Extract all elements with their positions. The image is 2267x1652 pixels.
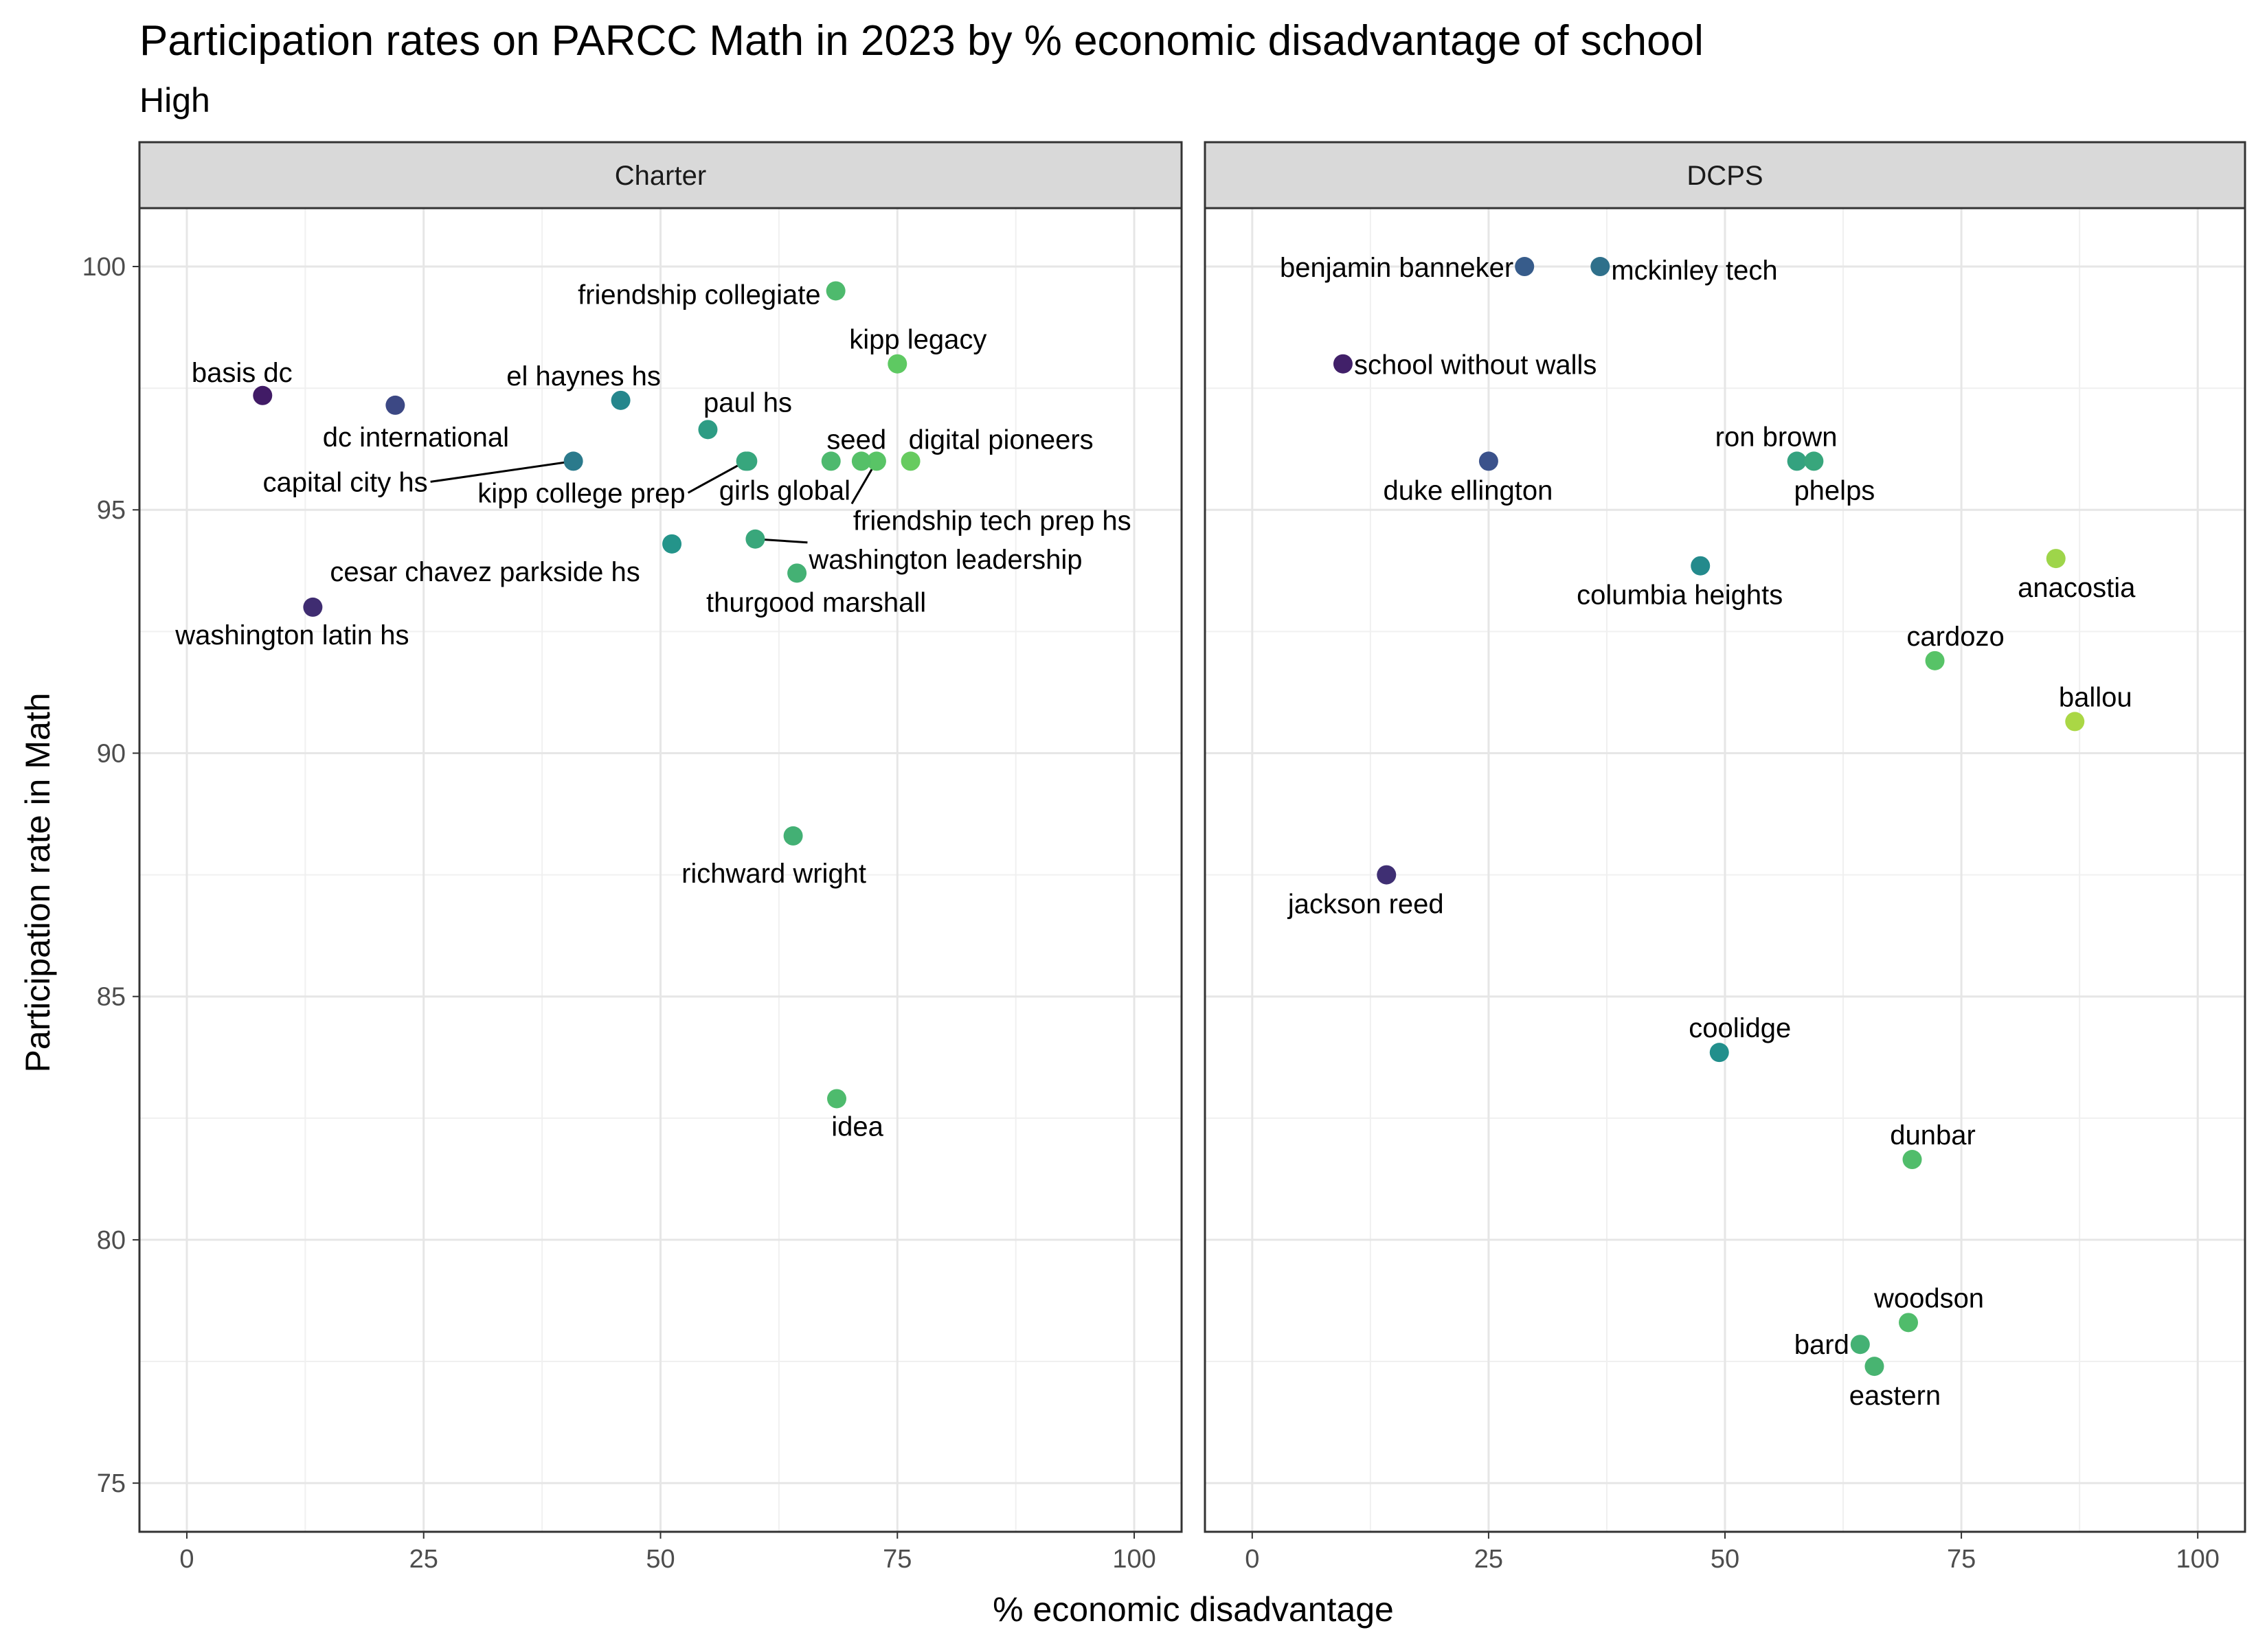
point-label: washington leadership bbox=[808, 545, 1082, 575]
point-label: idea bbox=[831, 1111, 883, 1142]
leader-line bbox=[430, 460, 574, 483]
data-point bbox=[1899, 1313, 1919, 1333]
point-label: thurgood marshall bbox=[706, 587, 926, 618]
chart-subtitle: High bbox=[139, 81, 210, 120]
point-label: el haynes hs bbox=[506, 361, 661, 392]
data-point bbox=[1478, 451, 1498, 471]
data-point bbox=[2065, 712, 2085, 732]
x-tick-label: 100 bbox=[2176, 1545, 2219, 1574]
point-label: dunbar bbox=[1890, 1120, 1976, 1151]
data-point bbox=[1333, 354, 1353, 374]
x-tick-label: 75 bbox=[1947, 1545, 1976, 1574]
y-tick-label: 90 bbox=[97, 739, 126, 768]
data-point bbox=[1590, 257, 1610, 277]
facet-strip-label: Charter bbox=[615, 161, 706, 191]
panel-dcps: 0 25 50 75 100 benjamin banneker mckinley tech… bbox=[1204, 141, 2246, 1574]
data-point bbox=[563, 451, 583, 471]
facet-strip-label: DCPS bbox=[1687, 161, 1763, 191]
y-axis-title: Participation rate in Math bbox=[19, 692, 57, 1072]
point-label: columbia heights bbox=[1577, 580, 1783, 611]
leader-line bbox=[687, 460, 747, 494]
y-tick-label: 100 bbox=[82, 253, 126, 282]
point-label: kipp legacy bbox=[849, 325, 986, 355]
data-point bbox=[1709, 1043, 1729, 1063]
point-label: richward wright bbox=[681, 859, 866, 889]
data-point bbox=[1925, 650, 1945, 670]
data-point bbox=[385, 395, 405, 415]
point-label: friendship collegiate bbox=[578, 280, 821, 310]
point-label: anacostia bbox=[2018, 573, 2136, 603]
x-tick-label: 25 bbox=[409, 1545, 438, 1574]
point-label: bard bbox=[1794, 1330, 1849, 1360]
data-point bbox=[1850, 1335, 1870, 1355]
point-label: dc international bbox=[323, 422, 509, 453]
data-point bbox=[303, 597, 323, 617]
data-point bbox=[1864, 1357, 1884, 1377]
data-point bbox=[901, 451, 921, 471]
point-label: eastern bbox=[1849, 1381, 1941, 1411]
x-tick-label: 0 bbox=[1245, 1545, 1259, 1574]
point-label: woodson bbox=[1873, 1283, 1984, 1313]
facet-strip bbox=[138, 141, 1183, 210]
point-label: ballou bbox=[2059, 682, 2132, 712]
x-tick-label: 50 bbox=[1711, 1545, 1739, 1574]
data-point bbox=[821, 451, 841, 471]
point-label: school without walls bbox=[1354, 350, 1597, 381]
data-point bbox=[1902, 1150, 1922, 1170]
data-point bbox=[611, 390, 631, 410]
point-label: friendship tech prep hs bbox=[853, 506, 1131, 536]
x-tick-label: 75 bbox=[883, 1545, 912, 1574]
x-tick-label: 100 bbox=[1112, 1545, 1155, 1574]
point-label: kipp college prep bbox=[477, 478, 685, 508]
panel-charter: 0 25 50 75 100 75 80 85 90 95 100 basis dc dc intern… bbox=[82, 141, 1183, 1574]
data-point bbox=[698, 420, 718, 440]
point-label: mckinley tech bbox=[1611, 256, 1777, 286]
point-label: jackson reed bbox=[1287, 890, 1444, 920]
data-point bbox=[1377, 865, 1397, 885]
point-label: capital city hs bbox=[263, 467, 428, 497]
point-label: digital pioneers bbox=[909, 425, 1094, 455]
point-label: ron brown bbox=[1715, 422, 1838, 452]
data-point bbox=[2046, 549, 2066, 569]
point-label: basis dc bbox=[192, 358, 293, 388]
point-label: cesar chavez parkside hs bbox=[330, 557, 640, 587]
point-label: benjamin banneker bbox=[1280, 253, 1513, 283]
x-tick-label: 25 bbox=[1474, 1545, 1503, 1574]
data-point bbox=[1691, 556, 1711, 576]
data-point bbox=[783, 826, 803, 846]
data-point bbox=[866, 451, 886, 471]
chart-title: Participation rates on PARCC Math in 202… bbox=[139, 17, 1704, 65]
data-point bbox=[787, 563, 807, 583]
y-tick-label: 75 bbox=[97, 1469, 126, 1498]
point-label: cardozo bbox=[1906, 622, 2004, 652]
x-tick-label: 50 bbox=[646, 1545, 675, 1574]
data-point bbox=[745, 529, 765, 549]
x-tick-label: 0 bbox=[179, 1545, 194, 1574]
data-point bbox=[738, 451, 758, 471]
data-point bbox=[1515, 257, 1535, 277]
point-label: girls global bbox=[719, 475, 850, 506]
point-label: paul hs bbox=[703, 387, 792, 418]
point-label: coolidge bbox=[1689, 1013, 1791, 1043]
y-tick-label: 95 bbox=[97, 496, 126, 525]
data-point bbox=[888, 354, 907, 374]
point-label: seed bbox=[826, 425, 886, 455]
data-point bbox=[826, 281, 846, 301]
data-point bbox=[253, 385, 273, 405]
y-tick-label: 85 bbox=[97, 983, 126, 1012]
point-label: duke ellington bbox=[1383, 475, 1553, 506]
x-axis-title: % economic disadvantage bbox=[993, 1590, 1394, 1629]
data-point bbox=[662, 534, 682, 554]
data-point bbox=[1804, 451, 1824, 471]
point-label: washington latin hs bbox=[174, 620, 409, 650]
y-tick-label: 80 bbox=[97, 1226, 126, 1255]
data-point bbox=[851, 451, 871, 471]
point-label: phelps bbox=[1794, 475, 1875, 506]
facet-strip bbox=[1204, 141, 2246, 210]
data-point bbox=[827, 1089, 847, 1109]
data-point bbox=[1787, 451, 1807, 471]
